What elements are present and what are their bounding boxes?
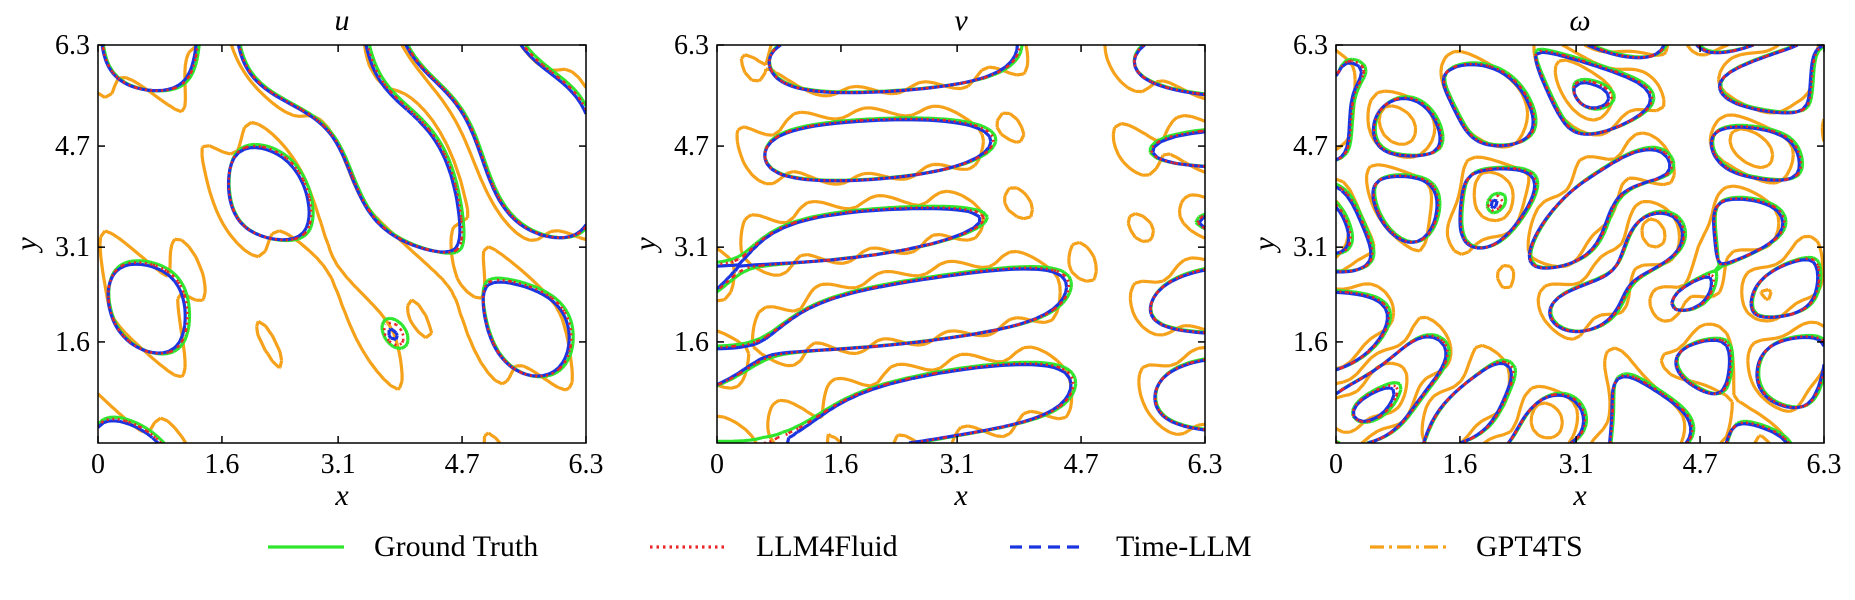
x-tick-label: 0 [710,449,724,480]
series-llm4fluid-contour [101,45,586,355]
x-tick-label: 3.1 [940,449,975,480]
y-tick-label: 4.7 [674,131,709,162]
legend-item-llm4fluid: LLM4Fluid [650,530,898,563]
y-axis-label: y [10,237,43,254]
x-tick-label: 3.1 [1559,449,1594,480]
y-tick-label: 6.3 [55,30,90,61]
series-llm4fluid-contour [1336,45,1824,443]
contour-area [98,45,586,443]
y-tick-label: 6.3 [674,30,709,61]
y-tick-label: 1.6 [1293,327,1328,358]
series-gpt4ts-contour [1336,45,1824,443]
y-tick-label: 4.7 [1293,131,1328,162]
y-tick-label: 3.1 [55,232,90,263]
series-ground-truth-contour [1336,45,1824,443]
series-gpt4ts-contour [1336,45,1824,443]
panel-3: ω 0 1.6 3.1 4.7 6.3 1.6 3.1 4.7 6.3 x y [1248,4,1842,512]
series-ground-truth-contour [717,45,1205,443]
y-tick-label: 4.7 [55,131,90,162]
series-time-llm-contour [717,45,1205,443]
x-tick-label: 4.7 [1064,449,1099,480]
y-tick-label: 1.6 [674,327,709,358]
x-tick-label: 1.6 [204,449,239,480]
panel-1: u 0 1.6 3.1 4.7 6.3 1.6 3.1 4.7 6.3 x y [10,4,604,512]
y-tick-label: 3.1 [1293,232,1328,263]
legend-item-gpt4ts: GPT4TS [1370,530,1583,563]
series-gpt4ts-contour [717,45,1205,443]
legend-item-ground-truth: Ground Truth [268,530,538,563]
x-tick-label: 6.3 [569,449,604,480]
x-tick-label: 4.7 [445,449,480,480]
x-tick-label: 6.3 [1807,449,1842,480]
panel-title: u [335,4,350,37]
x-tick-label: 0 [91,449,105,480]
legend-label: LLM4Fluid [756,530,898,563]
x-tick-label: 3.1 [321,449,356,480]
contour-area [717,45,1205,443]
panel-2: v 0 1.6 3.1 4.7 6.3 1.6 3.1 4.7 6.3 x y [629,4,1223,512]
legend: Ground Truth LLM4Fluid Time-LLM GPT4TS [268,530,1583,563]
x-tick-label: 6.3 [1188,449,1223,480]
contour-area [1336,45,1824,443]
series-time-llm-contour [717,45,1205,432]
y-tick-label: 6.3 [1293,30,1328,61]
legend-label: Ground Truth [374,530,538,563]
x-axis-label: x [953,479,968,512]
series-time-llm-contour [1336,45,1824,443]
y-axis-label: y [1248,237,1281,254]
x-tick-label: 1.6 [1442,449,1477,480]
series-ground-truth-contour [717,45,1205,431]
series-llm4fluid-contour [717,45,1205,431]
axes-frame [716,44,1206,444]
y-axis-label: y [629,237,662,254]
legend-item-time-llm: Time-LLM [1010,530,1252,563]
x-axis-label: x [1572,479,1587,512]
x-tick-label: 1.6 [823,449,858,480]
legend-label: GPT4TS [1476,530,1583,563]
series-gpt4ts-contour [98,45,586,443]
x-tick-label: 0 [1329,449,1343,480]
series-llm4fluid-contour [717,45,1205,443]
axes-frame [1335,44,1825,444]
x-tick-label: 4.7 [1683,449,1718,480]
series-llm4fluid-contour [98,45,573,443]
y-tick-label: 1.6 [55,327,90,358]
series-llm4fluid-contour [1336,79,1613,424]
axes-frame [97,44,587,444]
panel-title: ω [1569,4,1590,37]
x-axis-label: x [334,479,349,512]
legend-label: Time-LLM [1116,530,1252,563]
y-tick-label: 3.1 [674,232,709,263]
panel-title: v [954,4,968,37]
